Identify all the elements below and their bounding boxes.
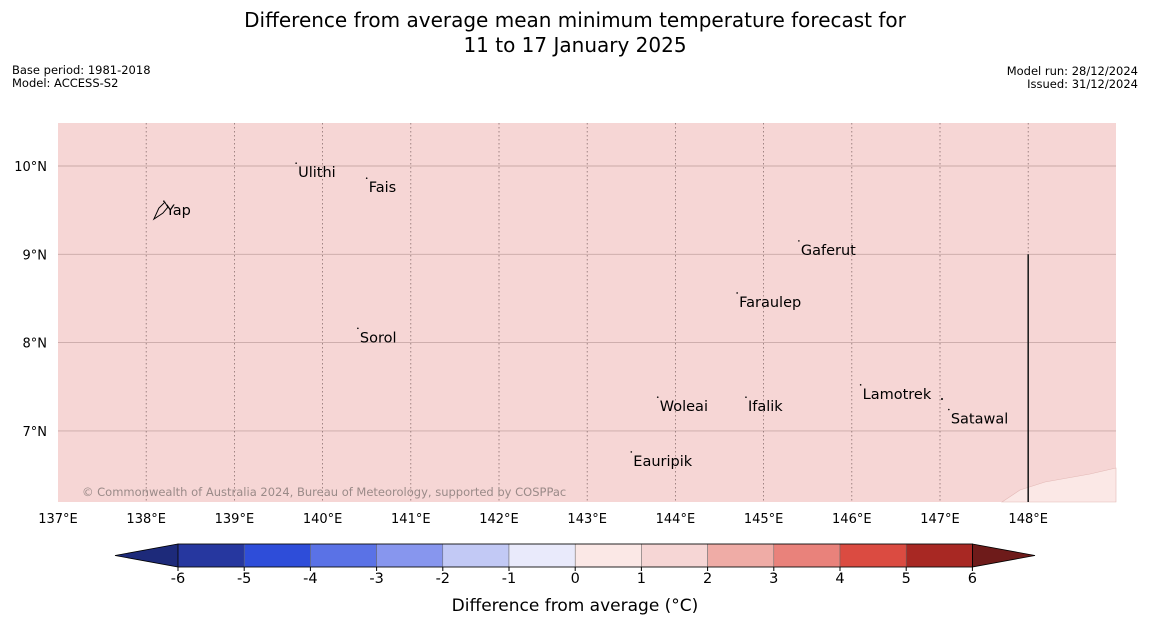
island-marker [941, 398, 943, 400]
island-marker [357, 327, 359, 330]
colorbar-bin [243, 543, 311, 568]
place-label: Satawal [951, 412, 1008, 428]
island-marker [798, 240, 800, 242]
island-marker [365, 177, 368, 179]
island-marker [656, 396, 659, 398]
issued-date: Issued: 31/12/2024 [1027, 77, 1138, 91]
place-label: Faraulep [739, 295, 801, 311]
place-label: Fais [369, 180, 396, 196]
copyright-text: © Commonwealth of Australia 2024, Bureau… [82, 485, 566, 499]
island-marker [745, 396, 747, 398]
run-info: Model run: 28/12/2024 Issued: 31/12/2024 [1007, 65, 1138, 91]
place-label: Woleai [660, 399, 708, 415]
lon-tick-label: 139°E [215, 512, 255, 527]
base-period: Base period: 1981-2018 [12, 63, 151, 77]
lon-tick-label: 140°E [303, 512, 343, 527]
lon-tick-label: 141°E [391, 512, 431, 527]
colorbar-extend-low [114, 543, 179, 568]
anomaly-contour-0-1 [1001, 467, 1117, 503]
yap-island-outline [152, 201, 169, 221]
colorbar-bin [905, 543, 973, 568]
colorbar-tick-label: -6 [171, 571, 185, 587]
place-label: Gaferut [801, 243, 856, 259]
lon-tick-label: 147°E [920, 512, 960, 527]
lon-tick-label: 138°E [126, 512, 166, 527]
island-marker [859, 384, 862, 386]
lon-tick-label: 144°E [656, 512, 696, 527]
base-info: Base period: 1981-2018 Model: ACCESS-S2 [12, 64, 151, 90]
lat-tick-label: 10°N [14, 160, 47, 175]
title-line-2: 11 to 17 January 2025 [463, 33, 687, 57]
island-marker [630, 451, 633, 453]
lat-tick-label: 8°N [23, 337, 48, 352]
place-label: Ulithi [298, 165, 336, 181]
colorbar-tick-label: 0 [571, 571, 580, 587]
colorbar-tick-label: -1 [502, 571, 516, 587]
colorbar-label: Difference from average (°C) [451, 596, 699, 616]
lon-tick-label: 143°E [567, 512, 607, 527]
colorbar-bin [574, 543, 642, 568]
place-label: Yap [165, 203, 191, 219]
colorbar-extend-high [972, 543, 1036, 568]
title-line-1: Difference from average mean minimum tem… [244, 8, 906, 32]
island-marker [948, 408, 950, 411]
colorbar-bin [177, 543, 245, 568]
colorbar-tick-label: -3 [369, 571, 383, 587]
island-marker [295, 162, 297, 164]
colorbar-tick-label: -5 [237, 571, 251, 587]
colorbar-tick-label: 1 [637, 571, 646, 587]
colorbar-bin [376, 543, 444, 568]
place-label: Sorol [360, 330, 397, 346]
colorbar-tick-label: 3 [769, 571, 778, 587]
colorbar-bin [508, 543, 576, 568]
lon-tick-label: 137°E [38, 512, 78, 527]
island-marker [163, 200, 165, 202]
colorbar-tick-label: -4 [303, 571, 317, 587]
colorbar-tick-label: -2 [436, 571, 450, 587]
place-label: Ifalik [748, 399, 783, 415]
lon-tick-label: 145°E [744, 512, 784, 527]
colorbar-tick-label: 5 [902, 571, 911, 587]
colorbar-bin [641, 543, 708, 568]
model-name: Model: ACCESS-S2 [12, 76, 119, 90]
place-label: Eauripik [633, 454, 692, 470]
colorbar-tick-label: 6 [968, 571, 977, 587]
lon-tick-label: 146°E [832, 512, 872, 527]
island-marker [736, 292, 738, 294]
colorbar-bin [773, 543, 841, 568]
lat-tick-label: 7°N [23, 425, 48, 440]
colorbar-bin [839, 543, 907, 568]
lon-tick-label: 142°E [479, 512, 519, 527]
colorbar-bin [310, 543, 377, 568]
lat-tick-label: 9°N [23, 248, 48, 263]
colorbar-bin [442, 543, 510, 568]
colorbar-tick-label: 2 [703, 571, 712, 587]
colorbar-tick-label: 4 [835, 571, 844, 587]
lon-tick-label: 148°E [1008, 512, 1048, 527]
place-label: Lamotrek [863, 387, 932, 403]
model-run: Model run: 28/12/2024 [1006, 64, 1138, 78]
colorbar-bin [707, 543, 775, 568]
map-title: Difference from average mean minimum tem… [0, 8, 1150, 58]
